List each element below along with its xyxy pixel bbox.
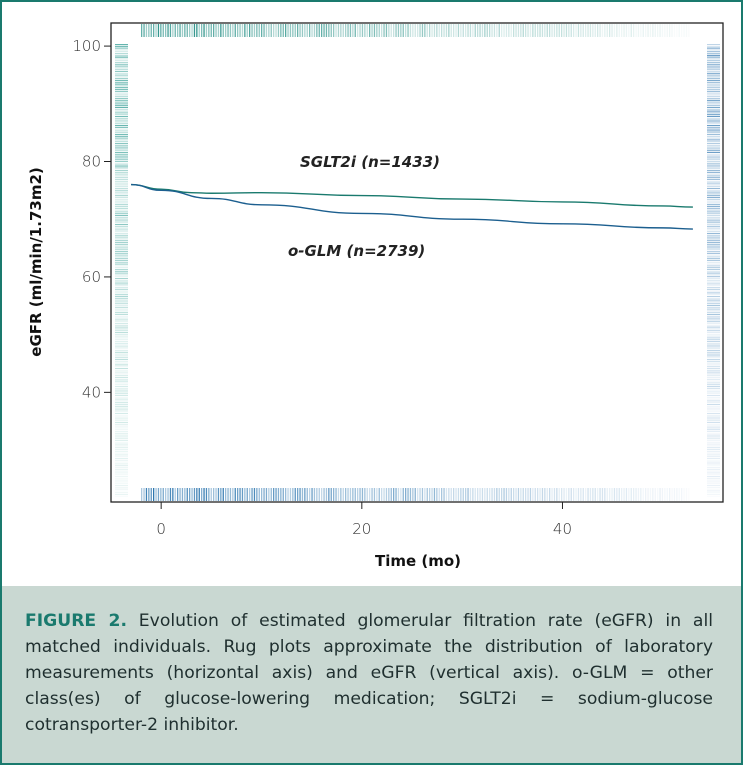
y-tick-label: 100	[72, 37, 101, 55]
caption-label: FIGURE 2.	[25, 611, 127, 631]
series-line-0	[131, 183, 693, 208]
rug-right	[707, 44, 720, 495]
rug-top	[141, 24, 688, 37]
y-axis-title: eGFR (ml/min/1.73m2)	[27, 167, 45, 356]
rug-left	[115, 44, 128, 497]
series-label-sglt2i: SGLT2i (n=1433)	[300, 153, 440, 171]
y-tick-label: 60	[82, 268, 101, 286]
x-tick-label: 0	[156, 520, 166, 538]
x-tick-label: 40	[553, 520, 572, 538]
caption-text: Evolution of estimated glomerular filtra…	[25, 611, 713, 735]
rug-plots	[115, 24, 720, 501]
axis-ticks: 0 20 40 40 60 80 100	[72, 37, 572, 538]
series-line-1	[131, 183, 693, 230]
figure-caption: FIGURE 2. Evolution of estimated glomeru…	[2, 586, 741, 763]
series-lines	[131, 183, 693, 230]
x-tick-label: 20	[352, 520, 371, 538]
y-tick-label: 80	[82, 153, 101, 171]
series-label-oglm: o-GLM (n=2739)	[288, 242, 425, 260]
y-tick-label: 40	[82, 383, 101, 401]
x-axis-title: Time (mo)	[375, 552, 461, 570]
plot-border	[110, 22, 724, 503]
egfr-chart: 0 20 40 40 60 80 100 SGLT2i (n=1433) o-GLM (n=…	[27, 22, 724, 570]
rug-bottom	[141, 488, 683, 501]
